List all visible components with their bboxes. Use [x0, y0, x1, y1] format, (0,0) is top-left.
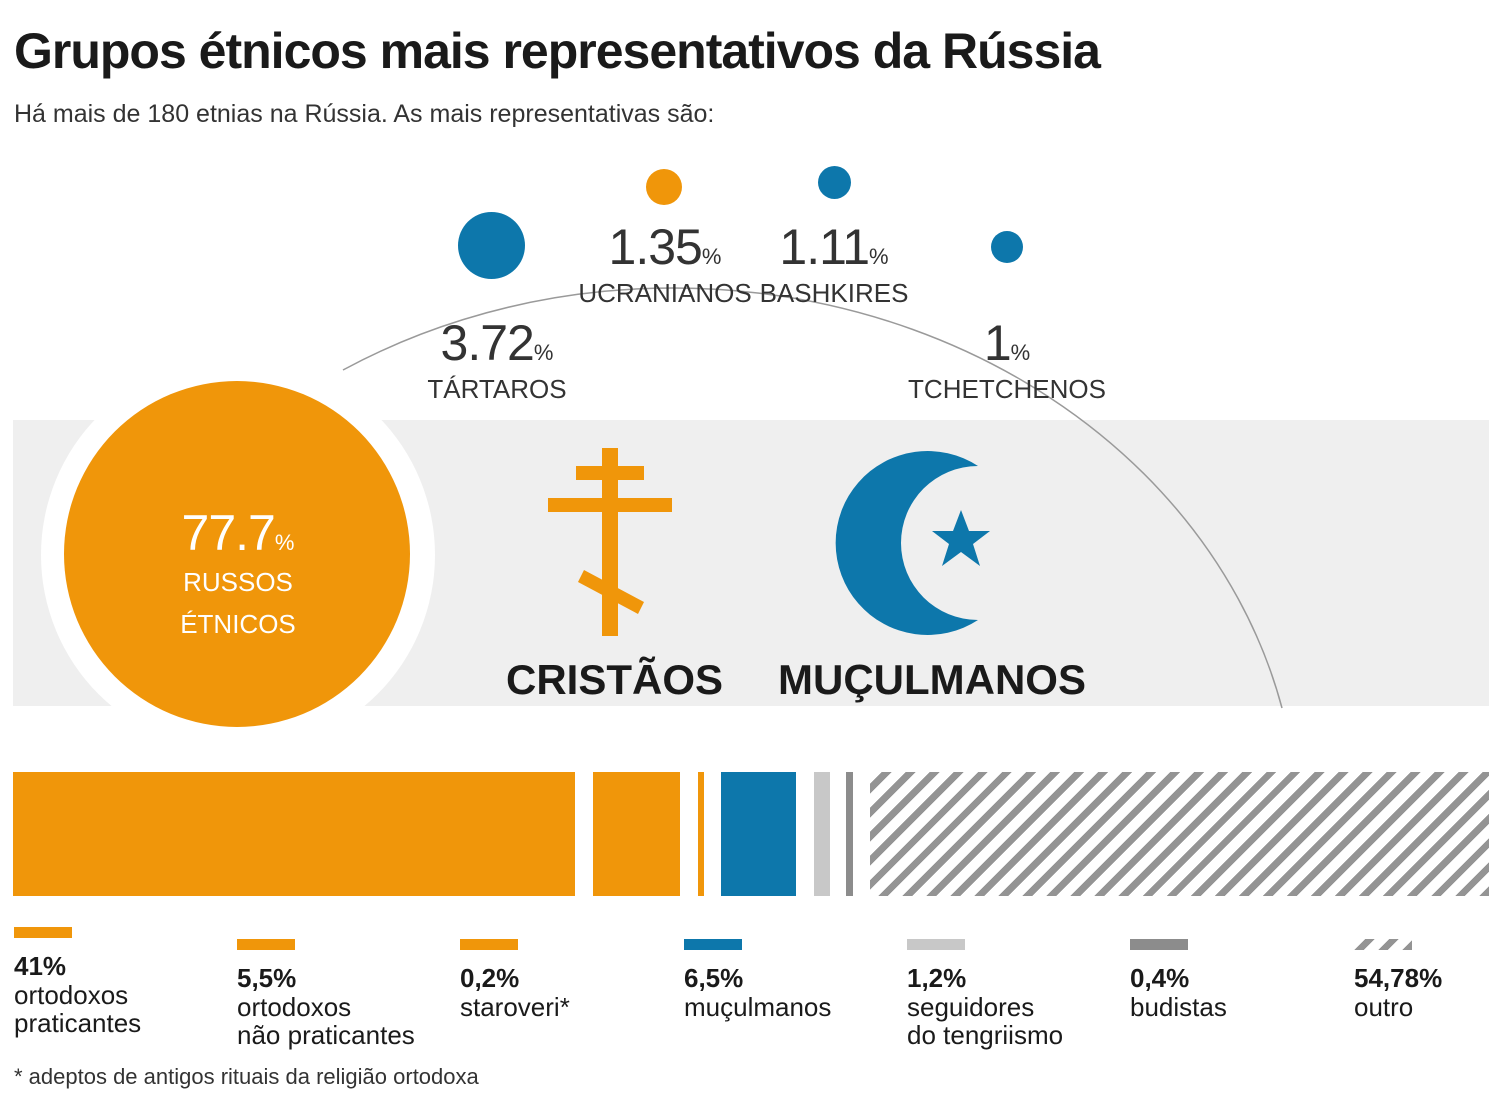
- legend-label-line2: do tengriismo: [907, 1020, 1064, 1051]
- legend-pct: 54,78%: [1354, 963, 1443, 993]
- bar-ortodoxos-nao-praticantes: [593, 772, 680, 896]
- legend-label-line2: não praticantes: [237, 1020, 415, 1051]
- stat-unit: %: [1010, 340, 1031, 365]
- legend-label-line1: budistas: [1130, 991, 1227, 1022]
- bar-mucolmanos: [721, 772, 796, 896]
- bubble-bashkires: [818, 166, 851, 199]
- legend-label-line1: outro: [1354, 991, 1414, 1022]
- stat-label: TÁRTAROS: [427, 374, 567, 404]
- legend-item: 54,78% outro: [1354, 939, 1484, 1021]
- stat-unit: %: [701, 244, 722, 269]
- legend-pct: 41%: [14, 951, 67, 981]
- legend-item: 0,2% staroveri*: [460, 939, 680, 1021]
- legend-pct: 6,5%: [684, 963, 744, 993]
- stat-ucranianos: 1.35% UCRANIANOS: [570, 222, 760, 309]
- stat-label: UCRANIANOS: [578, 278, 752, 308]
- stat-russos-etnicos: 77.7% RUSSOS ÉTNICOS: [138, 508, 338, 645]
- bar-ortodoxos-praticantes: [13, 772, 575, 896]
- stat-unit: %: [869, 244, 889, 269]
- legend-label-line1: ortodoxos: [237, 991, 352, 1022]
- legend-label-line1: ortodoxos: [14, 979, 129, 1010]
- stat-label: BASHKIRES: [759, 278, 909, 308]
- page-title: Grupos étnicos mais representativos da R…: [14, 23, 1101, 79]
- bubble-tartaros: [458, 212, 525, 279]
- legend-swatch: [684, 939, 742, 950]
- stat-label: TCHETCHENOS: [908, 374, 1106, 404]
- stat-tchetchenos: 1% TCHETCHENOS: [900, 318, 1114, 405]
- legend-swatch: [460, 939, 518, 950]
- legend-item: 5,5% ortodoxos não praticantes: [237, 939, 457, 1050]
- footnote: * adeptos de antigos rituais da religião…: [14, 1064, 479, 1089]
- bubble-russos-etnicos: [64, 381, 410, 727]
- stat-unit: %: [533, 340, 554, 365]
- legend-pct: 1,2%: [907, 963, 967, 993]
- legend-swatch: [1130, 939, 1188, 950]
- legend-pct: 0,2%: [460, 963, 520, 993]
- legend-pct: 5,5%: [237, 963, 297, 993]
- bubble-ucranianos: [646, 169, 682, 205]
- stat-bashkires: 1.11% BASHKIRES: [744, 222, 924, 309]
- stat-value: 1.11: [779, 219, 870, 275]
- legend-label-line2: praticantes: [14, 1008, 142, 1039]
- stat-tartaros: 3.72% TÁRTAROS: [402, 318, 592, 405]
- legend-item: 41% ortodoxos praticantes: [14, 927, 234, 1038]
- arc-connector: [342, 287, 1283, 709]
- label-mucolmanos: MUÇULMANOS: [778, 656, 1086, 703]
- stat-value: 1.35: [608, 219, 703, 275]
- legend-swatch: [1354, 939, 1412, 950]
- bar-budistas: [846, 772, 853, 896]
- stat-label-line1: RUSSOS: [183, 567, 293, 597]
- stat-unit: %: [274, 530, 295, 555]
- legend-pct: 0,4%: [1130, 963, 1190, 993]
- legend-swatch: [907, 939, 965, 950]
- stat-value: 1: [983, 315, 1012, 371]
- page-subtitle: Há mais de 180 etnias na Rússia. As mais…: [14, 100, 715, 128]
- legend-item: 1,2% seguidores do tengriismo: [907, 939, 1127, 1050]
- label-cristaos: CRISTÃOS: [506, 656, 724, 703]
- legend-item: 6,5% muçulmanos: [684, 939, 904, 1021]
- orthodox-cross-icon: [548, 448, 672, 636]
- legend-swatch: [237, 939, 295, 950]
- legend-swatch: [14, 927, 72, 938]
- crescent-star-icon: [835, 451, 990, 635]
- bar-staroveri: [698, 772, 704, 896]
- stat-label-line2: ÉTNICOS: [180, 608, 296, 639]
- stat-value: 77.7: [181, 505, 276, 561]
- bubble-tchetchenos: [991, 231, 1023, 263]
- legend-label-line1: staroveri*: [460, 991, 570, 1022]
- bar-tengriismo: [814, 772, 830, 896]
- stat-value: 3.72: [440, 315, 535, 371]
- legend-item: 0,4% budistas: [1130, 939, 1350, 1021]
- bar-outro: [870, 772, 1489, 896]
- legend-label-line1: seguidores: [907, 991, 1035, 1022]
- legend-label-line1: muçulmanos: [684, 991, 832, 1022]
